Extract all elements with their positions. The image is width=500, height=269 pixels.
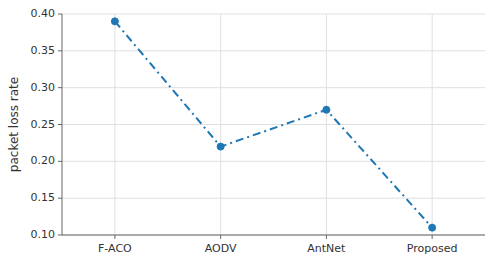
x-grid-line	[220, 14, 221, 235]
y-tick	[58, 50, 62, 51]
x-tick-label: AntNet	[307, 242, 346, 255]
chart-svg: 0.10 0.15 0.20 0.25 0.30 0.35 0.40 F-ACO AODV Ant…	[0, 0, 500, 269]
series-line	[115, 21, 432, 227]
series	[111, 18, 435, 231]
data-point	[429, 224, 436, 231]
chart-container: 0.10 0.15 0.20 0.25 0.30 0.35 0.40 F-ACO AODV Ant…	[0, 0, 500, 269]
y-tick	[58, 198, 62, 199]
data-point	[217, 143, 224, 150]
x-grid-line	[326, 14, 327, 235]
x-grid-line	[114, 14, 115, 235]
y-tick-label: 0.15	[31, 191, 56, 204]
x-grid-line	[432, 14, 433, 235]
y-axis-line	[62, 14, 63, 235]
y-tick-label: 0.35	[31, 44, 56, 57]
y-tick-label: 0.30	[31, 81, 56, 94]
y-axis-label: packet loss rate	[7, 77, 21, 172]
x-tick-label: Proposed	[407, 242, 458, 255]
axes: 0.10 0.15 0.20 0.25 0.30 0.35 0.40 F-ACO AODV Ant…	[31, 7, 486, 255]
y-grid-line	[62, 50, 485, 51]
x-tick-label: F-ACO	[98, 242, 132, 255]
y-tick-label: 0.25	[31, 118, 56, 131]
y-tick	[58, 161, 62, 162]
y-tick	[58, 87, 62, 88]
x-tick-label: AODV	[205, 242, 237, 255]
y-grid-line	[62, 124, 485, 125]
data-point	[111, 18, 118, 25]
x-tick	[432, 235, 433, 239]
y-grid-line	[62, 87, 485, 88]
y-grid-line	[62, 161, 485, 162]
x-tick	[114, 235, 115, 239]
y-tick	[58, 14, 62, 15]
y-grid-line	[62, 235, 485, 236]
y-tick-label: 0.40	[31, 7, 56, 20]
y-grid-line	[62, 198, 485, 199]
x-tick	[220, 235, 221, 239]
y-tick-label: 0.10	[31, 228, 56, 241]
data-point	[323, 106, 330, 113]
y-tick	[58, 235, 62, 236]
y-tick	[58, 124, 62, 125]
y-grid-line	[62, 14, 485, 15]
grid	[62, 14, 485, 235]
y-tick-label: 0.20	[31, 154, 56, 167]
x-axis-line	[62, 235, 485, 236]
x-tick	[326, 235, 327, 239]
